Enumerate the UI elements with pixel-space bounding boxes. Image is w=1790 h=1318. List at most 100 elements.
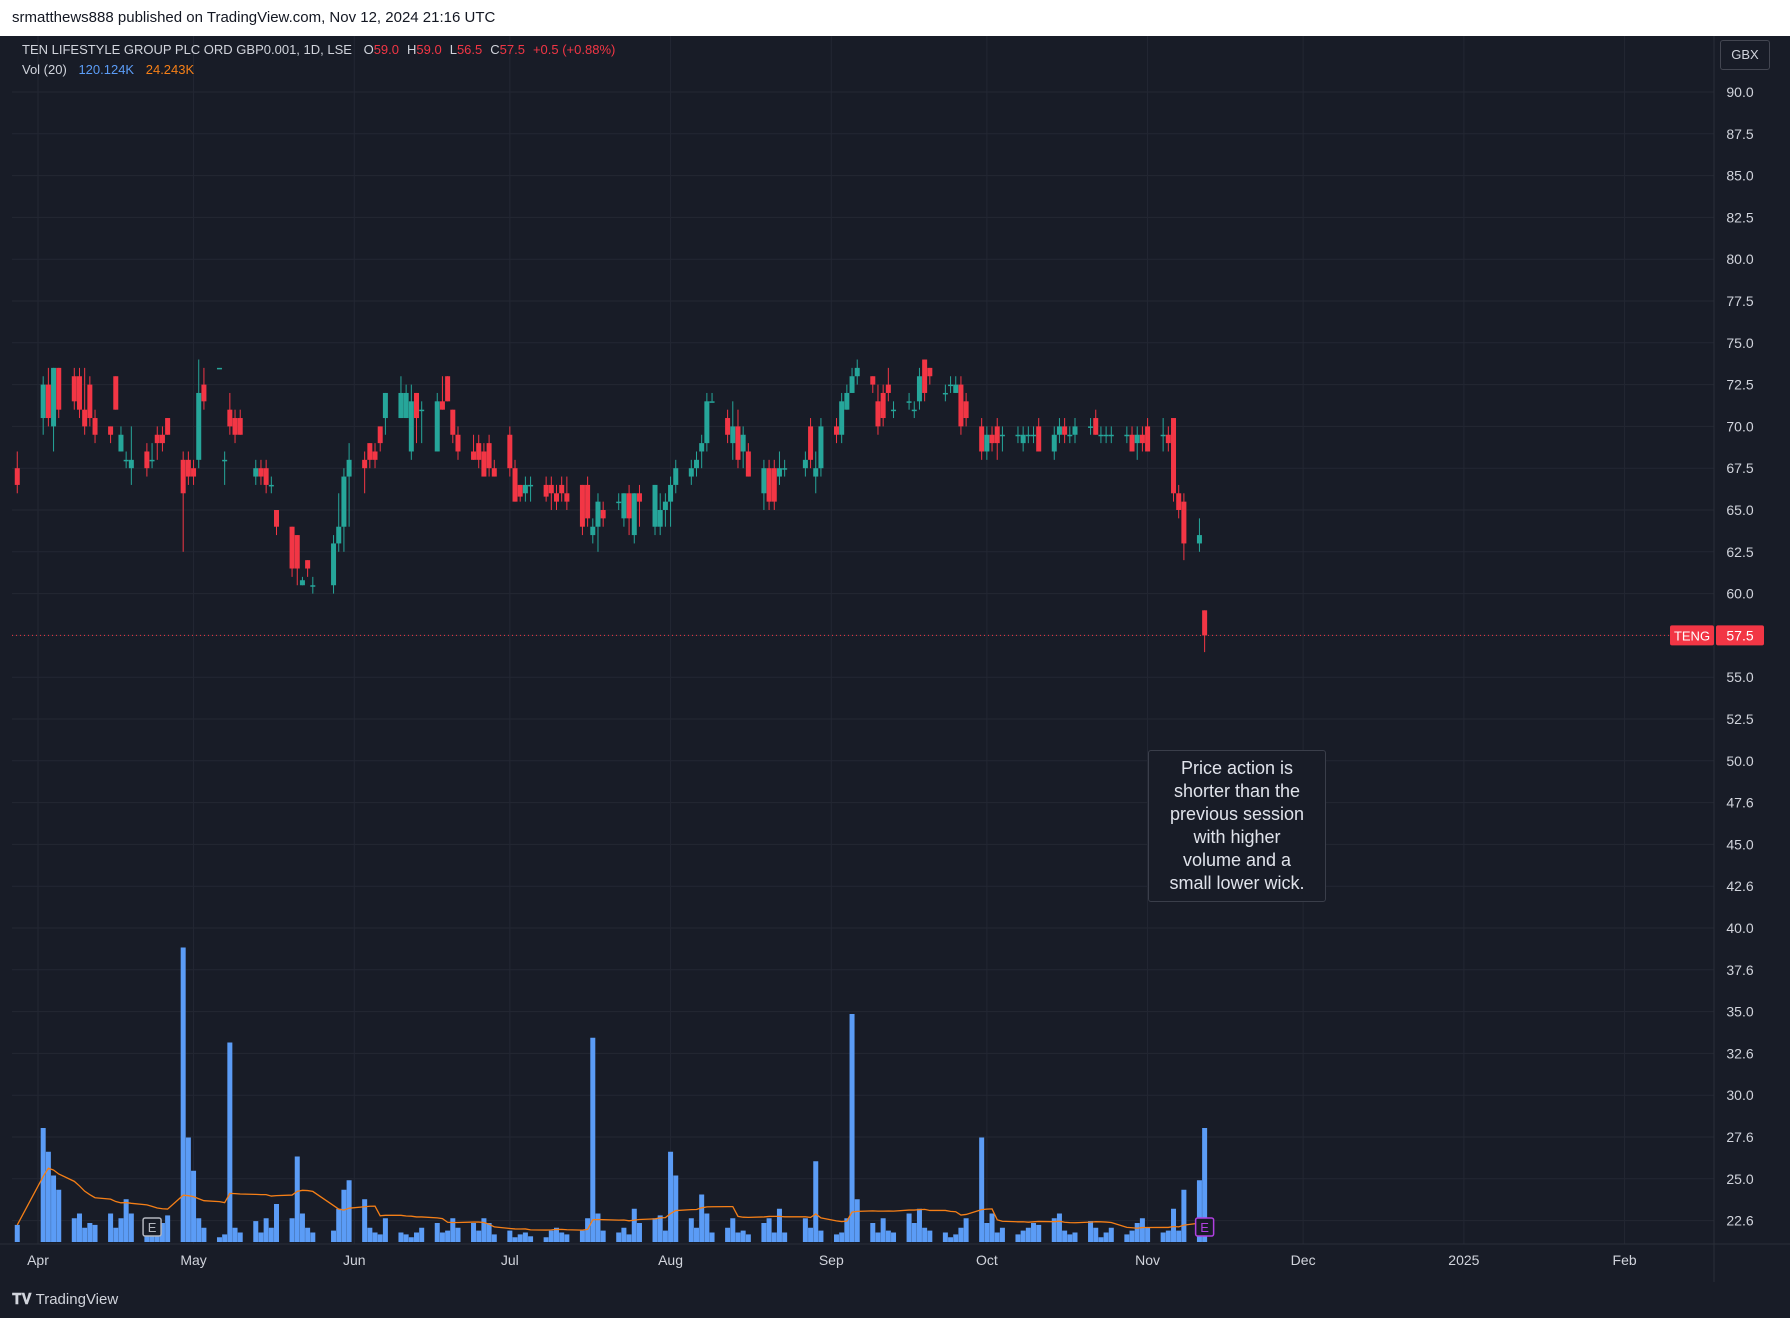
- y-tick-label: 90.0: [1726, 84, 1753, 100]
- volume-bar: [305, 1227, 311, 1242]
- volume-bar: [165, 1215, 171, 1242]
- volume-bar: [1103, 1232, 1109, 1242]
- volume-bar: [1181, 1189, 1187, 1242]
- candle-body: [662, 501, 668, 510]
- volume-bar: [813, 1161, 819, 1242]
- y-tick-label: 35.0: [1726, 1004, 1753, 1020]
- y-tick-label: 52.5: [1726, 711, 1753, 727]
- volume-bar: [403, 1234, 409, 1242]
- y-tick-label: 37.6: [1726, 962, 1753, 978]
- candle-body: [1103, 434, 1109, 437]
- candle-body: [191, 468, 197, 477]
- volume-bar: [1202, 1128, 1208, 1242]
- y-tick-label: 55.0: [1726, 669, 1753, 685]
- volume-bar: [616, 1232, 622, 1242]
- candle-body: [616, 501, 622, 504]
- candle-body: [844, 392, 850, 410]
- candle-body: [880, 392, 886, 419]
- candle-body: [1145, 426, 1151, 452]
- candle-body: [528, 484, 534, 487]
- y-tick-label: 62.5: [1726, 544, 1753, 560]
- volume-bar: [372, 1232, 378, 1242]
- volume-bar: [880, 1218, 886, 1242]
- candle-body: [336, 526, 342, 544]
- y-tick-label: 70.0: [1726, 418, 1753, 434]
- volume-bar: [730, 1218, 736, 1242]
- volume-bar: [1093, 1227, 1099, 1242]
- candle-body: [274, 510, 280, 527]
- volume-bar: [590, 1037, 596, 1242]
- volume-bar: [548, 1230, 554, 1242]
- volume-bar: [1145, 1227, 1151, 1242]
- candle-body: [761, 468, 767, 494]
- candle-body: [735, 426, 741, 460]
- candle-body: [419, 409, 425, 412]
- y-tick-label: 42.6: [1726, 878, 1753, 894]
- volume-bar: [559, 1232, 565, 1242]
- volume-bar: [652, 1218, 658, 1242]
- candle-body: [1139, 434, 1145, 444]
- candle-body: [403, 392, 409, 419]
- volume-bar: [963, 1218, 969, 1242]
- volume-bar: [631, 1208, 637, 1242]
- volume-bar: [1056, 1213, 1062, 1242]
- volume-bar: [398, 1232, 404, 1242]
- publisher-header: srmatthews888 published on TradingView.c…: [0, 0, 1790, 36]
- volume-bar: [274, 1204, 280, 1242]
- volume-bar: [377, 1234, 383, 1242]
- volume-bar: [268, 1227, 274, 1242]
- x-tick-label: Jun: [343, 1252, 366, 1268]
- candle-body: [1093, 418, 1099, 435]
- candle-body: [481, 451, 487, 477]
- volume-bar: [1031, 1223, 1037, 1242]
- volume-bar: [445, 1230, 451, 1242]
- volume-bar: [191, 1170, 197, 1242]
- volume-bar: [258, 1232, 264, 1242]
- volume-bar: [1139, 1218, 1145, 1242]
- volume-bar: [51, 1175, 57, 1242]
- candle-body: [118, 434, 124, 452]
- symbol-legend[interactable]: TEN LIFESTYLE GROUP PLC ORD GBP0.001, 1D…: [22, 42, 631, 57]
- candle-body: [1171, 418, 1177, 494]
- candle-body: [833, 426, 839, 435]
- y-tick-label: 87.5: [1726, 126, 1753, 142]
- volume-bar: [159, 1223, 165, 1242]
- volume-bar: [56, 1189, 62, 1242]
- volume-legend[interactable]: Vol (20) 120.124K 24.243K: [22, 62, 202, 77]
- annotation-callout[interactable]: Price action is shorter than the previou…: [1148, 750, 1326, 902]
- high-label: H: [407, 42, 417, 57]
- candle-body: [818, 426, 824, 469]
- candle-body: [144, 451, 150, 469]
- candle-body: [471, 451, 477, 460]
- volume-bar: [875, 1232, 881, 1242]
- currency-button[interactable]: GBX: [1720, 40, 1770, 70]
- y-tick-label: 80.0: [1726, 251, 1753, 267]
- last-price-tag: [1716, 625, 1764, 646]
- volume-bar: [636, 1223, 642, 1242]
- candle-body: [673, 468, 679, 485]
- candle-body: [1129, 434, 1135, 452]
- candle-body: [414, 392, 420, 419]
- candle-body: [237, 418, 243, 435]
- volume-bar: [341, 1189, 347, 1242]
- volume-bar: [725, 1227, 731, 1242]
- candle-body: [1098, 434, 1104, 437]
- candle-body: [216, 367, 222, 370]
- volume-bar: [232, 1227, 238, 1242]
- tradingview-logo-icon[interactable]: 𝐓𝐕: [12, 1291, 32, 1308]
- y-tick-label: 72.5: [1726, 377, 1753, 393]
- x-tick-label: Sep: [819, 1252, 844, 1268]
- candle-body: [476, 443, 482, 460]
- y-tick-label: 22.6: [1726, 1213, 1753, 1229]
- candle-body: [963, 401, 969, 419]
- candle-body: [341, 476, 347, 527]
- candle-body: [1108, 434, 1114, 437]
- candle-body: [1067, 434, 1073, 437]
- volume-bar: [414, 1232, 420, 1242]
- volume-bar: [471, 1223, 477, 1242]
- volume-bar: [1196, 1180, 1202, 1242]
- candle-body: [439, 401, 445, 410]
